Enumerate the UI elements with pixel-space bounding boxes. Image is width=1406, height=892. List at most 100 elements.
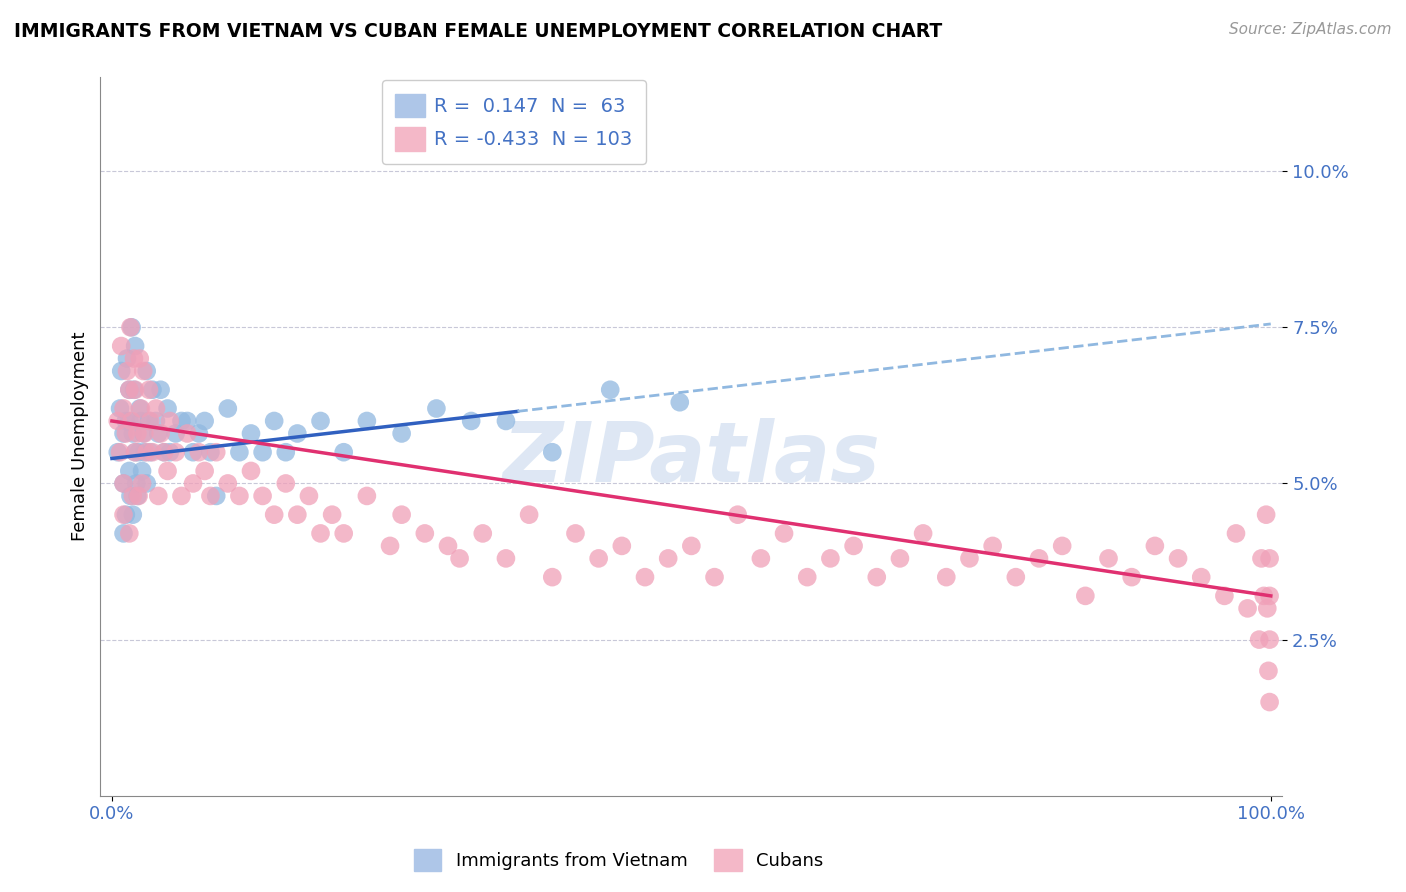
Point bbox=[1074, 589, 1097, 603]
Point bbox=[205, 489, 228, 503]
Legend: Immigrants from Vietnam, Cubans: Immigrants from Vietnam, Cubans bbox=[406, 842, 831, 879]
Point bbox=[165, 426, 187, 441]
Point bbox=[118, 526, 141, 541]
Point bbox=[240, 464, 263, 478]
Point bbox=[1256, 601, 1278, 615]
Point bbox=[668, 395, 690, 409]
Point bbox=[1249, 632, 1271, 647]
Point bbox=[170, 489, 193, 503]
Point bbox=[138, 383, 160, 397]
Point bbox=[153, 445, 176, 459]
Point bbox=[564, 526, 586, 541]
Point bbox=[217, 401, 239, 416]
Point bbox=[332, 526, 354, 541]
Point bbox=[820, 551, 842, 566]
Point bbox=[118, 383, 141, 397]
Point bbox=[128, 445, 150, 459]
Point bbox=[132, 364, 155, 378]
Point bbox=[1258, 551, 1281, 566]
Point bbox=[118, 414, 141, 428]
Point bbox=[138, 414, 160, 428]
Point bbox=[205, 445, 228, 459]
Point bbox=[1258, 695, 1281, 709]
Point bbox=[108, 445, 131, 459]
Point bbox=[159, 445, 181, 459]
Point bbox=[156, 401, 179, 416]
Point bbox=[252, 489, 274, 503]
Point bbox=[252, 445, 274, 459]
Point bbox=[1189, 570, 1212, 584]
Point bbox=[228, 445, 250, 459]
Point bbox=[135, 445, 157, 459]
Point bbox=[681, 539, 703, 553]
Point bbox=[263, 414, 285, 428]
Point bbox=[285, 508, 308, 522]
Point bbox=[149, 426, 172, 441]
Point bbox=[107, 445, 129, 459]
Point bbox=[1258, 589, 1281, 603]
Point bbox=[141, 383, 163, 397]
Point bbox=[657, 551, 679, 566]
Point bbox=[181, 476, 204, 491]
Point bbox=[332, 445, 354, 459]
Point bbox=[141, 445, 163, 459]
Point bbox=[128, 401, 150, 416]
Point bbox=[107, 414, 129, 428]
Point bbox=[115, 508, 138, 522]
Point bbox=[935, 570, 957, 584]
Point bbox=[108, 401, 131, 416]
Y-axis label: Female Unemployment: Female Unemployment bbox=[72, 332, 89, 541]
Point bbox=[425, 401, 447, 416]
Point bbox=[148, 426, 170, 441]
Point bbox=[134, 426, 156, 441]
Point bbox=[112, 526, 135, 541]
Point bbox=[1258, 632, 1281, 647]
Point bbox=[122, 383, 145, 397]
Point bbox=[200, 489, 222, 503]
Point bbox=[391, 426, 413, 441]
Point bbox=[1213, 589, 1236, 603]
Point bbox=[127, 426, 149, 441]
Point bbox=[912, 526, 935, 541]
Point bbox=[1121, 570, 1143, 584]
Point bbox=[240, 426, 263, 441]
Point bbox=[610, 539, 633, 553]
Point bbox=[165, 445, 187, 459]
Point bbox=[727, 508, 749, 522]
Text: Source: ZipAtlas.com: Source: ZipAtlas.com bbox=[1229, 22, 1392, 37]
Point bbox=[1225, 526, 1247, 541]
Point bbox=[749, 551, 772, 566]
Point bbox=[200, 445, 222, 459]
Point bbox=[131, 476, 153, 491]
Point bbox=[187, 426, 209, 441]
Point bbox=[959, 551, 981, 566]
Point bbox=[356, 414, 378, 428]
Point bbox=[124, 383, 146, 397]
Point bbox=[187, 445, 209, 459]
Point bbox=[153, 445, 176, 459]
Point bbox=[194, 414, 217, 428]
Point bbox=[156, 464, 179, 478]
Point bbox=[1143, 539, 1166, 553]
Point bbox=[981, 539, 1004, 553]
Point bbox=[139, 445, 162, 459]
Point bbox=[181, 445, 204, 459]
Point bbox=[194, 464, 217, 478]
Point bbox=[274, 445, 297, 459]
Point bbox=[449, 551, 471, 566]
Point bbox=[120, 489, 142, 503]
Point bbox=[124, 445, 146, 459]
Point bbox=[1236, 601, 1258, 615]
Point bbox=[112, 401, 135, 416]
Point bbox=[131, 464, 153, 478]
Point bbox=[124, 339, 146, 353]
Point bbox=[1028, 551, 1050, 566]
Point bbox=[115, 364, 138, 378]
Point bbox=[176, 426, 198, 441]
Point bbox=[413, 526, 436, 541]
Point bbox=[1050, 539, 1073, 553]
Point bbox=[127, 489, 149, 503]
Point bbox=[703, 570, 725, 584]
Point bbox=[217, 476, 239, 491]
Point bbox=[128, 351, 150, 366]
